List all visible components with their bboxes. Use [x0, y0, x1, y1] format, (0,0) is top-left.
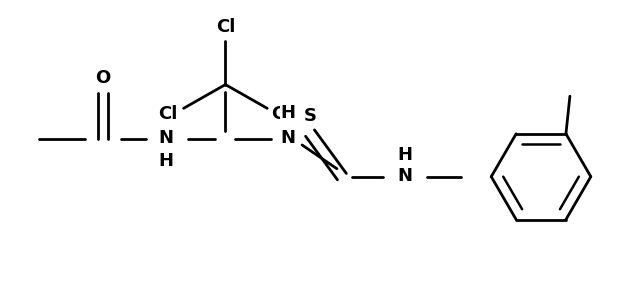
Text: N: N: [397, 167, 412, 185]
Text: N: N: [280, 129, 296, 147]
Text: O: O: [95, 69, 111, 87]
Text: H: H: [280, 104, 296, 122]
Text: Cl: Cl: [216, 18, 235, 36]
Text: Cl: Cl: [158, 105, 177, 123]
Text: H: H: [397, 146, 412, 164]
Text: Cl: Cl: [271, 105, 291, 123]
Text: H: H: [158, 152, 173, 170]
Text: S: S: [303, 107, 317, 125]
Text: N: N: [158, 129, 173, 147]
